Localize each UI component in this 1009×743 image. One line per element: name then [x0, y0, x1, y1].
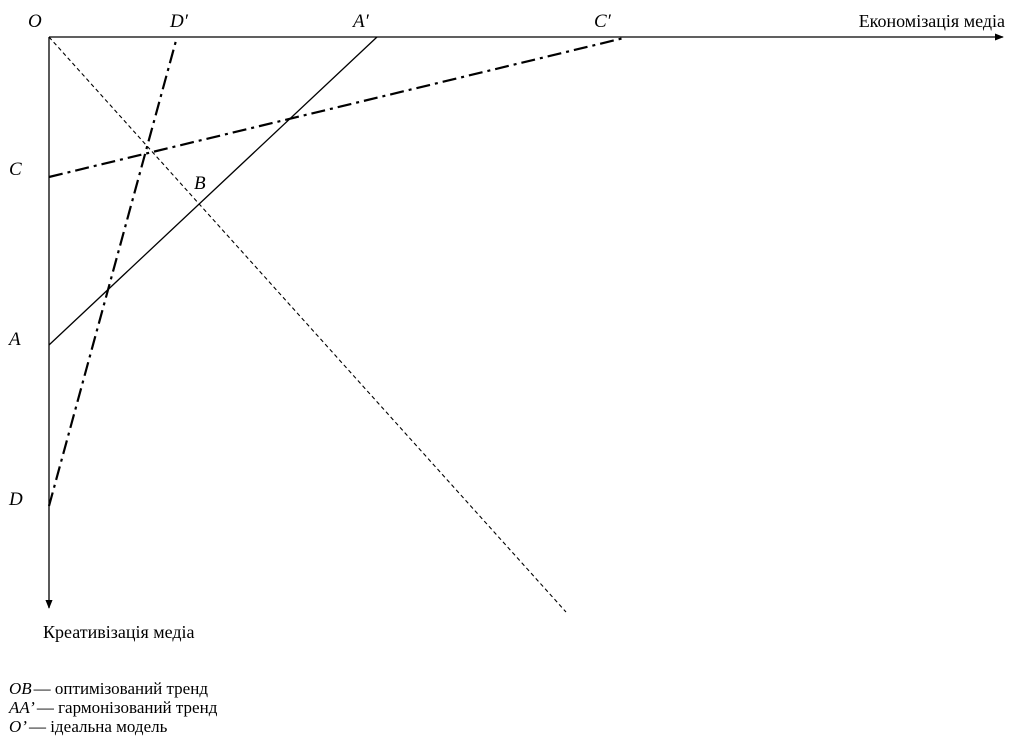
line-CC-prime: [48, 36, 625, 179]
legend-item: OB — оптимізований тренд: [9, 679, 208, 698]
vertical-axis-label: Креативізація медіа: [43, 622, 195, 642]
horizontal-axis-label: Економізація медіа: [859, 11, 1005, 31]
point-label-D-prime: D′: [169, 11, 189, 32]
point-label-B: B: [194, 173, 206, 194]
legend-text: — ідеальна модель: [28, 717, 168, 736]
point-label-O: O: [28, 11, 42, 32]
legend-item: AA’ — гармонізований тренд: [8, 698, 218, 717]
point-label-A-prime: A′: [351, 11, 370, 32]
legend: OB — оптимізований тренд AA’ — гармонізова…: [8, 679, 218, 736]
legend-symbol: AA’: [8, 698, 35, 717]
legend-text: — оптимізований тренд: [33, 679, 209, 698]
legend-symbol: O’: [9, 717, 27, 736]
point-label-C: C: [9, 159, 22, 180]
point-label-D: D: [8, 489, 23, 510]
line-AA-harmonized-trend: [48, 36, 378, 346]
legend-item: O’ — ідеальна модель: [9, 717, 168, 736]
line-DD-prime: [47, 36, 179, 507]
legend-symbol: OB: [9, 679, 32, 698]
point-label-A: A: [7, 329, 21, 350]
point-label-C-prime: C′: [594, 11, 612, 32]
legend-text: — гармонізований тренд: [36, 698, 218, 717]
line-OB-optimized-trend: [48, 36, 567, 613]
